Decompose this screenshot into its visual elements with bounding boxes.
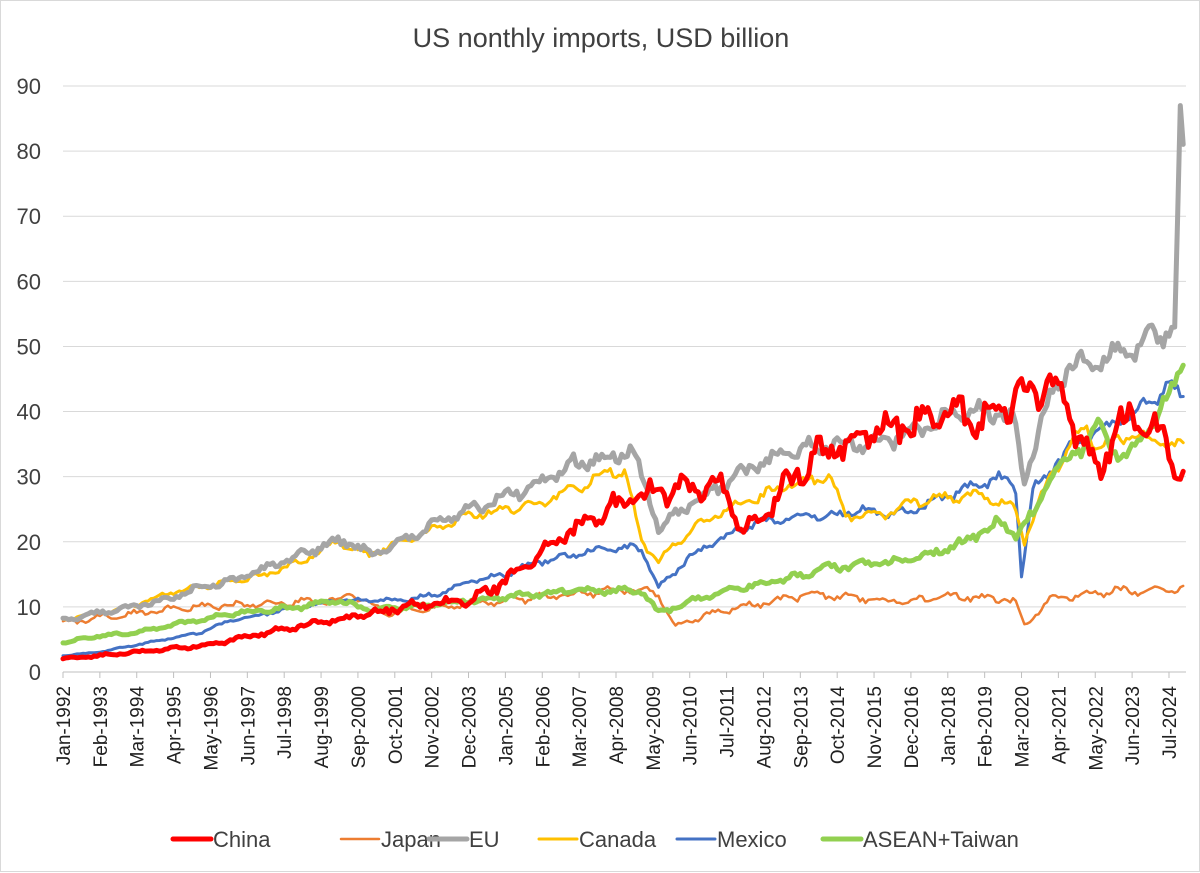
- x-tick-label: Jun-1997: [238, 686, 259, 765]
- x-tick-label: Feb-2019: [976, 686, 997, 767]
- legend-label: Canada: [579, 827, 657, 852]
- x-tick-label: Jan-1992: [54, 686, 75, 765]
- y-tick-label: 20: [17, 530, 41, 555]
- x-tick-label: Jan-2005: [496, 686, 517, 765]
- x-tick-label: Mar-2007: [570, 686, 591, 767]
- series-line-china: [60, 372, 1186, 662]
- series-layer: [60, 103, 1186, 662]
- x-tick-label: May-1996: [201, 686, 222, 771]
- x-tick-label: Apr-1995: [165, 686, 186, 764]
- legend-label: Mexico: [717, 827, 787, 852]
- x-tick-label: Jul-2011: [718, 686, 739, 757]
- x-tick-label: Oct-2001: [386, 686, 407, 764]
- x-tick-label: Aug-2012: [754, 686, 775, 768]
- x-tick-label: Jun-2023: [1123, 686, 1144, 765]
- y-tick-label: 90: [17, 74, 41, 99]
- series-line-mexico: [61, 379, 1185, 658]
- y-tick-label: 50: [17, 334, 41, 359]
- series-line-japan: [61, 584, 1185, 627]
- y-tick-label: 30: [17, 465, 41, 490]
- y-tick-label: 60: [17, 269, 41, 294]
- y-tick-label: 40: [17, 400, 41, 425]
- x-tick-label: Dec-2003: [460, 686, 481, 768]
- x-tick-label: May-2022: [1086, 686, 1107, 771]
- y-tick-label: 10: [17, 595, 41, 620]
- x-tick-label: Dec-2016: [902, 686, 923, 768]
- legend-label: China: [213, 827, 271, 852]
- legend: China Japan EU Canada Mexico ASEAN+Taiwan: [170, 827, 1019, 852]
- x-tick-label: Apr-2021: [1049, 686, 1070, 764]
- y-tick-label: 80: [17, 139, 41, 164]
- x-tick-label: Feb-1993: [91, 686, 112, 767]
- x-tick-label: Oct-2014: [828, 686, 849, 765]
- y-axis-ticks: 0 10 20 30 40 50 60 70 80 90: [17, 74, 41, 685]
- y-tick-label: 0: [29, 660, 41, 685]
- x-tick-label: Mar-2020: [1013, 686, 1034, 767]
- x-tick-label: Jul-2024: [1160, 686, 1181, 759]
- legend-label: ASEAN+Taiwan: [863, 827, 1019, 852]
- x-tick-label: Aug-1999: [312, 686, 333, 768]
- x-tick-label: May-2009: [644, 686, 665, 771]
- x-tick-label: Mar-1994: [128, 686, 149, 768]
- y-tick-label: 70: [17, 204, 41, 229]
- grid-layer: [63, 85, 1186, 673]
- legend-label: EU: [469, 827, 500, 852]
- chart-title: US nonthly imports, USD billion: [413, 23, 790, 53]
- x-tick-label: Nov-2002: [423, 686, 444, 768]
- x-tick-label: Apr-2008: [607, 686, 628, 764]
- x-tick-label: Jan-2018: [939, 686, 960, 765]
- x-tick-label: Feb-2006: [533, 686, 554, 767]
- x-tick-label: Sep-2000: [349, 686, 370, 768]
- x-tick-label: Jul-1998: [275, 686, 296, 759]
- x-axis-ticks: Jan-1992 Feb-1993 Mar-1994 Apr-1995 May-1996…: [54, 672, 1181, 771]
- series-line-eu: [60, 103, 1186, 623]
- series-line-asean-taiwan: [60, 362, 1186, 646]
- x-tick-label: Nov-2015: [865, 686, 886, 768]
- x-tick-label: Jun-2010: [681, 686, 702, 765]
- x-tick-label: Sep-2013: [791, 686, 812, 768]
